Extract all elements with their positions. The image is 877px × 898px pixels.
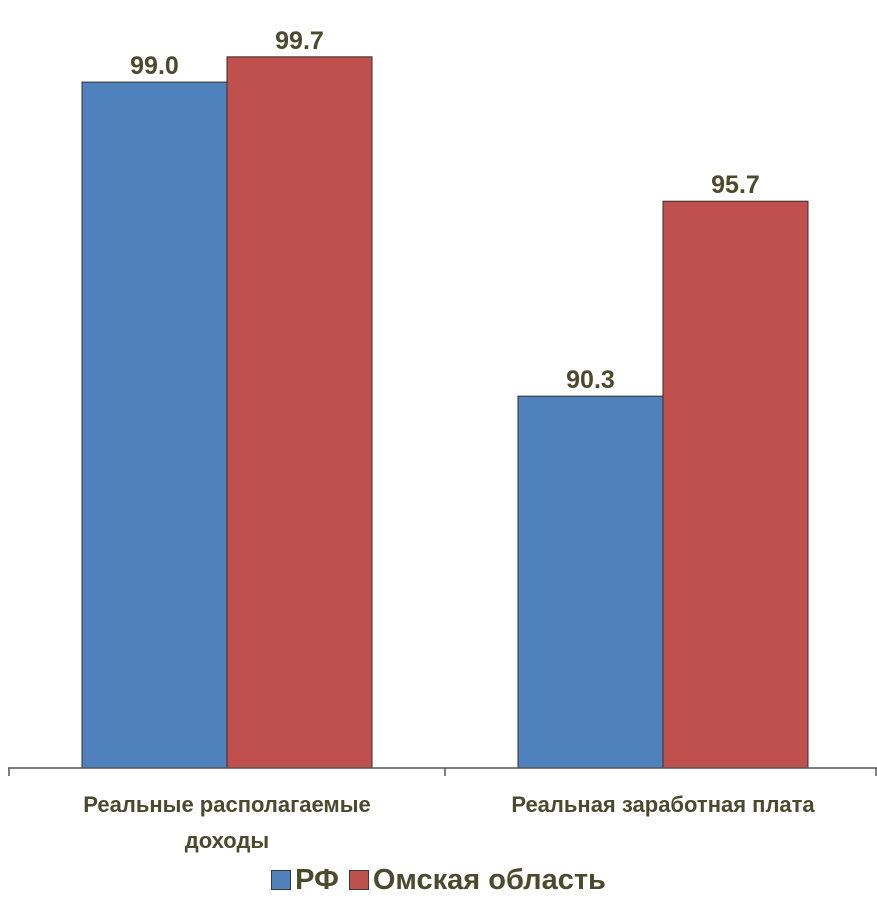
bar-rf-1 bbox=[517, 395, 664, 769]
category-labels: Реальные располагаемые доходы Реальная зар… bbox=[83, 792, 815, 853]
legend-item-rf: РФ bbox=[271, 864, 339, 897]
legend-label-omsk: Омская область bbox=[372, 863, 606, 896]
bar-rf-0 bbox=[81, 81, 228, 769]
legend-label-rf: РФ bbox=[295, 863, 339, 896]
bar-omsk-0 bbox=[226, 56, 373, 769]
category-label-1-line-0: Реальная заработная плата bbox=[511, 792, 815, 817]
data-label-omsk-1: 95.7 bbox=[711, 171, 760, 199]
legend-item-omsk: Омская область bbox=[348, 863, 606, 897]
data-label-omsk-0: 99.7 bbox=[275, 27, 324, 55]
category-label-0-line-1: доходы bbox=[185, 828, 269, 853]
legend-swatch-omsk bbox=[348, 870, 369, 890]
bars-layer bbox=[81, 56, 809, 769]
bar-omsk-1 bbox=[662, 200, 809, 769]
legend-swatch-rf bbox=[271, 870, 292, 890]
legend: РФ Омская область bbox=[0, 862, 877, 898]
data-label-rf-0: 99.0 bbox=[130, 52, 179, 80]
data-labels-layer: 99.0 99.7 90.3 95.7 bbox=[130, 27, 760, 394]
category-label-0-line-0: Реальные располагаемые bbox=[83, 792, 370, 817]
data-label-rf-1: 90.3 bbox=[566, 366, 615, 394]
x-axis bbox=[8, 767, 877, 776]
